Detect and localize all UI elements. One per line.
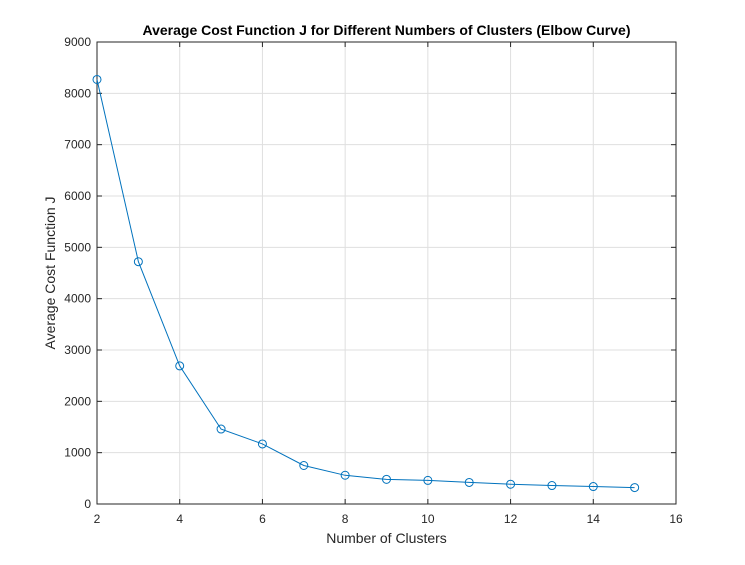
- chart-title: Average Cost Function J for Different Nu…: [143, 22, 631, 38]
- x-tick-label: 10: [421, 512, 435, 526]
- data-point-marker: [299, 461, 309, 470]
- x-tick-label: 8: [342, 512, 349, 526]
- series-line: [96, 79, 635, 489]
- x-tick-label: 14: [587, 512, 601, 526]
- data-point-marker: [133, 257, 143, 267]
- data-point-marker: [382, 474, 391, 484]
- data-point-marker: [464, 477, 474, 487]
- y-tick-label: 7000: [64, 138, 91, 152]
- data-point-marker: [216, 424, 226, 434]
- data-point-marker: [340, 470, 350, 480]
- y-tick-label: 5000: [64, 240, 91, 254]
- plot-area-frame: [96, 41, 677, 505]
- axis-ticks: 2 4 6 8 10 12 14 16 0 1000 2000 3000 4000 5000 6000 700…: [64, 35, 683, 526]
- data-point-marker: [547, 481, 557, 491]
- data-point-marker: [506, 479, 516, 489]
- y-tick-label: 1000: [64, 446, 91, 460]
- y-tick-label: 4000: [64, 292, 91, 306]
- data-point-marker: [423, 475, 433, 485]
- y-tick-label: 6000: [64, 189, 91, 203]
- data-point-marker: [588, 482, 598, 492]
- x-tick-label: 4: [176, 512, 183, 526]
- data-point-marker: [92, 74, 102, 84]
- y-tick-label: 8000: [64, 86, 91, 100]
- y-axis-label: Average Cost Function J: [42, 196, 58, 349]
- x-axis-label: Number of Clusters: [326, 530, 447, 546]
- y-tick-label: 0: [84, 497, 91, 511]
- data-series: [92, 74, 640, 493]
- x-tick-label: 12: [504, 512, 518, 526]
- y-tick-label: 2000: [64, 394, 91, 408]
- x-tick-label: 6: [259, 512, 266, 526]
- data-point-marker: [630, 483, 640, 493]
- x-tick-label: 2: [94, 512, 101, 526]
- data-point-marker: [175, 361, 185, 371]
- x-tick-label: 16: [669, 512, 683, 526]
- y-tick-label: 9000: [64, 35, 91, 49]
- data-point-marker: [257, 439, 267, 449]
- y-tick-label: 3000: [64, 343, 91, 357]
